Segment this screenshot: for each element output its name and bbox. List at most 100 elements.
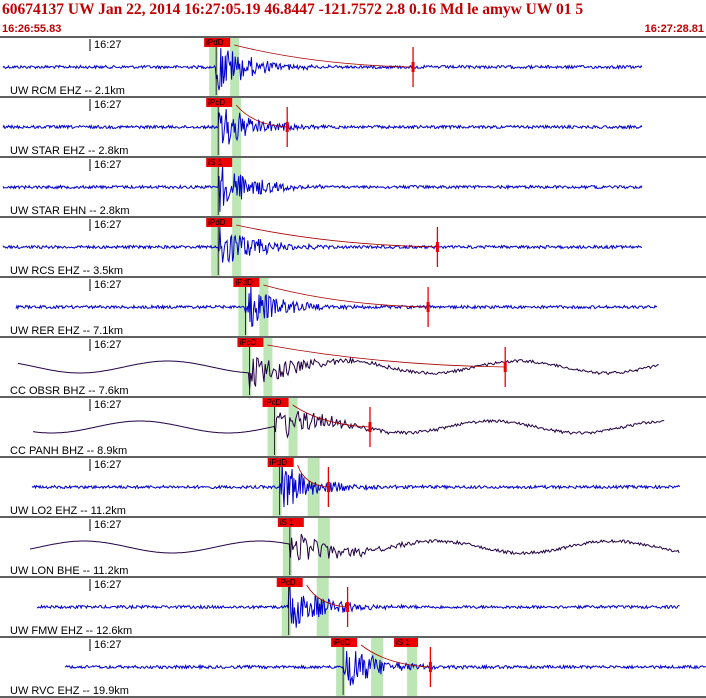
coda-end-marker-box — [326, 482, 330, 492]
coda-curve — [360, 644, 431, 668]
time-tick-label: 16:27 — [94, 279, 122, 291]
time-tick-label: 16:27 — [94, 159, 122, 171]
pick-label: iPdD — [206, 38, 224, 47]
waveform-trace — [31, 463, 680, 508]
waveform-trace — [15, 285, 658, 327]
trace-panel: 16:27 iS 1 UW LON BHE -- 11.2km — [10, 518, 680, 577]
window-band — [317, 518, 330, 576]
trace-panel: 16:27 iS 1 UW STAR EHN -- 2.8km — [2, 158, 643, 217]
pick-label: iPdD — [333, 638, 351, 647]
trace-panel: 16:27 iPdD UW LO2 EHZ -- 11.2km — [10, 458, 680, 517]
time-tick-label: 16:27 — [94, 339, 122, 351]
coda-curve — [292, 404, 370, 428]
trace-panel: 16:27 iPcD CC OBSR BHZ -- 7.6km — [10, 338, 659, 397]
trace-panel: 16:27 iPcD UW STAR EHZ -- 2.8km — [2, 98, 643, 157]
pick-label: iPdD — [208, 218, 226, 227]
pick-box — [204, 38, 231, 47]
trace-panel: 16:27 iPcD CC PANH BHZ -- 8.9km — [10, 398, 665, 457]
station-label: UW STAR EHN -- 2.8km — [10, 205, 130, 217]
pick-box — [206, 158, 233, 167]
waveform-trace — [36, 583, 680, 628]
pick-box — [233, 278, 260, 287]
station-label: UW RCS EHZ -- 3.5km — [10, 265, 123, 277]
coda-end-marker-box — [428, 662, 432, 672]
coda-end-marker-box — [368, 422, 372, 432]
waveform-trace — [65, 650, 706, 686]
time-tick-label: 16:27 — [94, 99, 122, 111]
station-label: UW RVC EHZ -- 19.9km — [10, 685, 129, 697]
window-band — [288, 398, 298, 456]
pick-box — [267, 458, 294, 467]
pick-box — [206, 218, 233, 227]
coda-end-marker-box — [285, 122, 289, 132]
station-label: UW LON BHE -- 11.2km — [10, 565, 128, 577]
coda-curve — [236, 224, 438, 248]
time-tick-label: 16:27 — [94, 639, 122, 651]
window-band — [232, 98, 242, 156]
time-tick-label: 16:27 — [94, 399, 122, 411]
pick-label: iPdD — [270, 458, 288, 467]
pick-box — [262, 398, 289, 407]
waveform-trace — [2, 109, 643, 145]
time-tick-label: 16:27 — [94, 519, 122, 531]
start-time: 16:26:55.83 — [2, 23, 62, 35]
pick-label: iS 1 — [208, 158, 222, 167]
station-label: CC OBSR BHZ -- 7.6km — [10, 385, 129, 397]
pick-label: iPcD — [239, 338, 256, 347]
pick-label: iPcD — [265, 398, 282, 407]
station-label: UW RCM EHZ -- 2.1km — [10, 85, 125, 97]
window-band — [238, 278, 248, 336]
waveform-trace — [17, 356, 659, 389]
header: 60674137 UW Jan 22, 2014 16:27:05.19 46.… — [0, 0, 706, 37]
window-band — [282, 518, 292, 576]
window-band — [272, 458, 282, 516]
pick-box — [276, 578, 303, 587]
station-label: UW FMW EHZ -- 12.6km — [10, 625, 132, 637]
coda-end-marker-box — [503, 362, 507, 372]
end-time: 16:27:28.81 — [644, 23, 704, 35]
window-band — [407, 638, 418, 696]
pick-box — [394, 638, 419, 647]
waveform-trace — [32, 410, 665, 439]
pick-label: iS 1 — [396, 638, 410, 647]
trace-panel: 16:27 iPcD UW FMW EHZ -- 12.6km — [10, 578, 680, 637]
trace-panel: 16:27 iPdD UW RCS EHZ -- 3.5km — [2, 218, 643, 277]
station-label: UW RER EHZ -- 7.1km — [10, 325, 123, 337]
waveform-trace — [2, 164, 643, 212]
coda-end-marker-box — [426, 302, 430, 312]
station-label: UW LO2 EHZ -- 11.2km — [10, 505, 126, 517]
coda-end-marker-box — [435, 242, 439, 252]
window-band — [259, 278, 269, 336]
coda-curve — [235, 104, 288, 128]
window-band — [232, 218, 242, 276]
waveform-trace — [29, 533, 680, 561]
window-band — [281, 578, 291, 636]
pick-box — [331, 638, 358, 647]
window-band — [242, 338, 252, 396]
waveform-trace — [2, 48, 643, 91]
pick-box — [206, 98, 233, 107]
time-tick-label: 16:27 — [94, 219, 122, 231]
pick-box — [237, 338, 264, 347]
trace-panel: 16:27 iPdD UW RCM EHZ -- 2.1km — [2, 38, 643, 97]
coda-end-marker-box — [411, 62, 415, 72]
coda-end-marker-box — [346, 602, 350, 612]
coda-curve — [263, 284, 429, 308]
time-tick-label: 16:27 — [94, 579, 122, 591]
coda-curve — [234, 44, 414, 68]
pick-box — [277, 518, 304, 527]
pick-label: iPcD — [279, 578, 296, 587]
coda-curve — [306, 584, 348, 608]
station-label: UW STAR EHZ -- 2.8km — [10, 145, 128, 157]
pick-label: iPdD — [235, 278, 253, 287]
station-label: CC PANH BHZ -- 8.9km — [10, 445, 127, 457]
time-tick-label: 16:27 — [94, 459, 122, 471]
waveform-trace — [2, 227, 643, 264]
trace-panel: 16:27 iPdD UW RER EHZ -- 7.1km — [10, 278, 658, 337]
time-tick-label: 16:27 — [94, 39, 122, 51]
event-title: 60674137 UW Jan 22, 2014 16:27:05.19 46.… — [2, 1, 584, 18]
pick-label: iPcD — [208, 98, 225, 107]
coda-curve — [297, 464, 329, 488]
coda-curve — [267, 344, 506, 368]
